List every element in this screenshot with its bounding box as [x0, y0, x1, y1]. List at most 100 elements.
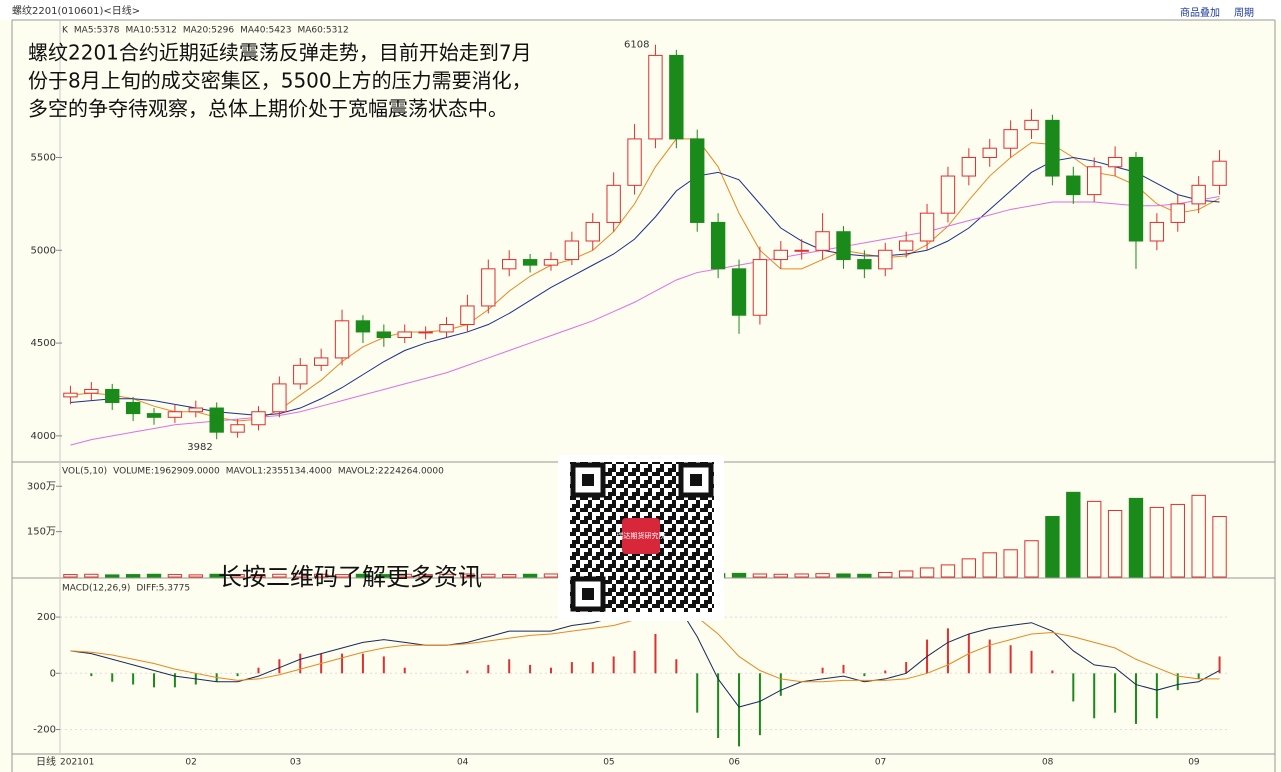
volume-bar	[188, 574, 203, 578]
candle-body	[460, 305, 475, 326]
candle-body	[105, 388, 120, 403]
candle-body	[376, 331, 392, 339]
candle-body	[1107, 156, 1123, 168]
chart-layer: 4000 4500 5000 5500 K MA5:5378 MA10:5312 MA20:5…	[27, 26, 1230, 768]
candle-body	[293, 364, 308, 385]
candle-body	[606, 184, 621, 223]
volume-bar	[230, 574, 245, 578]
candle-body	[961, 156, 977, 177]
volume-bar	[1212, 516, 1227, 578]
low-marker: 3982	[187, 442, 212, 453]
qr-caption: 长按二维码了解更多资讯	[218, 563, 482, 591]
volume-bar	[982, 552, 997, 578]
candle-body	[1087, 166, 1102, 196]
candle-body	[836, 231, 851, 261]
y-tick-label: 150万	[27, 527, 56, 538]
candle-body	[752, 259, 768, 316]
volume-bar	[84, 573, 99, 578]
volume-bar	[878, 571, 893, 578]
volume-bar	[1045, 516, 1060, 578]
volume-bar	[773, 573, 788, 578]
candle-body	[251, 411, 266, 426]
candle-body	[794, 249, 809, 252]
y-tick-label: 5500	[31, 152, 56, 163]
volume-bar	[355, 573, 371, 578]
volume-bar	[1107, 509, 1123, 578]
volume-bar	[836, 573, 851, 578]
high-marker: 6108	[624, 40, 649, 51]
volume-bar	[898, 570, 914, 578]
legend-entry: VOLUME:1962909.0000	[113, 467, 220, 477]
candle-body	[209, 407, 224, 433]
candle-body	[230, 424, 245, 433]
candle-body	[522, 259, 538, 266]
overlay-button[interactable]: 商品叠加	[1180, 6, 1220, 19]
annotation-line: 多空的争夺待观察，总体上期价处于宽幅震荡状态中。	[28, 97, 508, 121]
volume-bar	[1024, 540, 1039, 578]
qr-finder-core	[582, 474, 702, 600]
volume-bar	[1170, 503, 1185, 578]
volume-bar	[460, 573, 475, 578]
legend-entry: MAVOL1:2355134.4000	[226, 467, 332, 477]
candle-body	[710, 221, 726, 270]
y-tick-label: 4500	[31, 338, 56, 349]
candle-body	[334, 320, 350, 359]
annotation-line: 螺纹2201合约近期延续震荡反弹走势，目前开始走到7月	[28, 41, 532, 65]
candle-body	[272, 383, 287, 413]
volume-bar	[502, 574, 517, 578]
candle-body	[1212, 160, 1227, 186]
legend-entry: MA40:5423	[240, 26, 291, 36]
x-tick-label: 05	[603, 758, 614, 768]
volume-bar	[1087, 500, 1102, 578]
candle-body	[481, 268, 496, 307]
legend-entry: MA5:5378	[74, 26, 120, 36]
candle-body	[146, 413, 162, 418]
candle-body	[1024, 119, 1039, 131]
qr-badge	[622, 518, 660, 554]
legend-entry: K	[62, 26, 69, 36]
volume-bar	[919, 567, 935, 578]
qr-code: 瑞达期货研究院	[558, 455, 724, 621]
volume-bar	[522, 573, 538, 578]
candle-body	[1149, 221, 1165, 242]
volume-bar	[1149, 506, 1165, 578]
candle-body	[564, 240, 580, 261]
x-tick-label: 04	[457, 758, 469, 768]
candle-body	[1128, 156, 1144, 242]
candle-body	[1003, 129, 1018, 149]
legend-entry: MA20:5296	[183, 26, 235, 36]
candle-body	[627, 138, 642, 186]
candle-body	[982, 147, 997, 158]
volume-bar	[857, 573, 872, 578]
candle-body	[543, 259, 559, 266]
legend-entry: MA60:5312	[297, 26, 348, 36]
top-bar	[0, 0, 1281, 20]
y-tick-label: 200	[37, 612, 56, 623]
legend-entry: MACD(12,26,9)	[62, 584, 130, 594]
x-tick-label: 07	[875, 758, 886, 768]
legend-entry: DIFF:5.3775	[136, 584, 190, 594]
y-tick-label: 5000	[31, 245, 56, 256]
period-button[interactable]: 周期	[1234, 7, 1254, 19]
volume-bar	[543, 573, 559, 578]
volume-bar	[293, 573, 308, 578]
candle-body	[125, 401, 141, 415]
annotation: 螺纹2201合约近期延续震荡反弹走势，目前开始走到7月 份于8月上旬的成交密集区…	[28, 41, 532, 592]
candle-body	[669, 54, 684, 140]
y-tick-label: -200	[33, 725, 56, 736]
candle-body	[418, 331, 433, 334]
x-tick-label: 202101	[60, 758, 94, 768]
legend-entry: MA10:5312	[126, 26, 177, 36]
candle-body	[63, 392, 78, 398]
candle-body	[439, 324, 454, 333]
candle-body	[502, 259, 517, 270]
candle-body	[898, 240, 914, 251]
period-label: 日线	[36, 755, 56, 768]
legend-entry: MAVOL2:2224264.0000	[338, 467, 444, 477]
candle-body	[313, 357, 329, 366]
candle-body	[648, 54, 663, 140]
volume-bar	[815, 573, 830, 578]
candle-body	[690, 138, 705, 223]
